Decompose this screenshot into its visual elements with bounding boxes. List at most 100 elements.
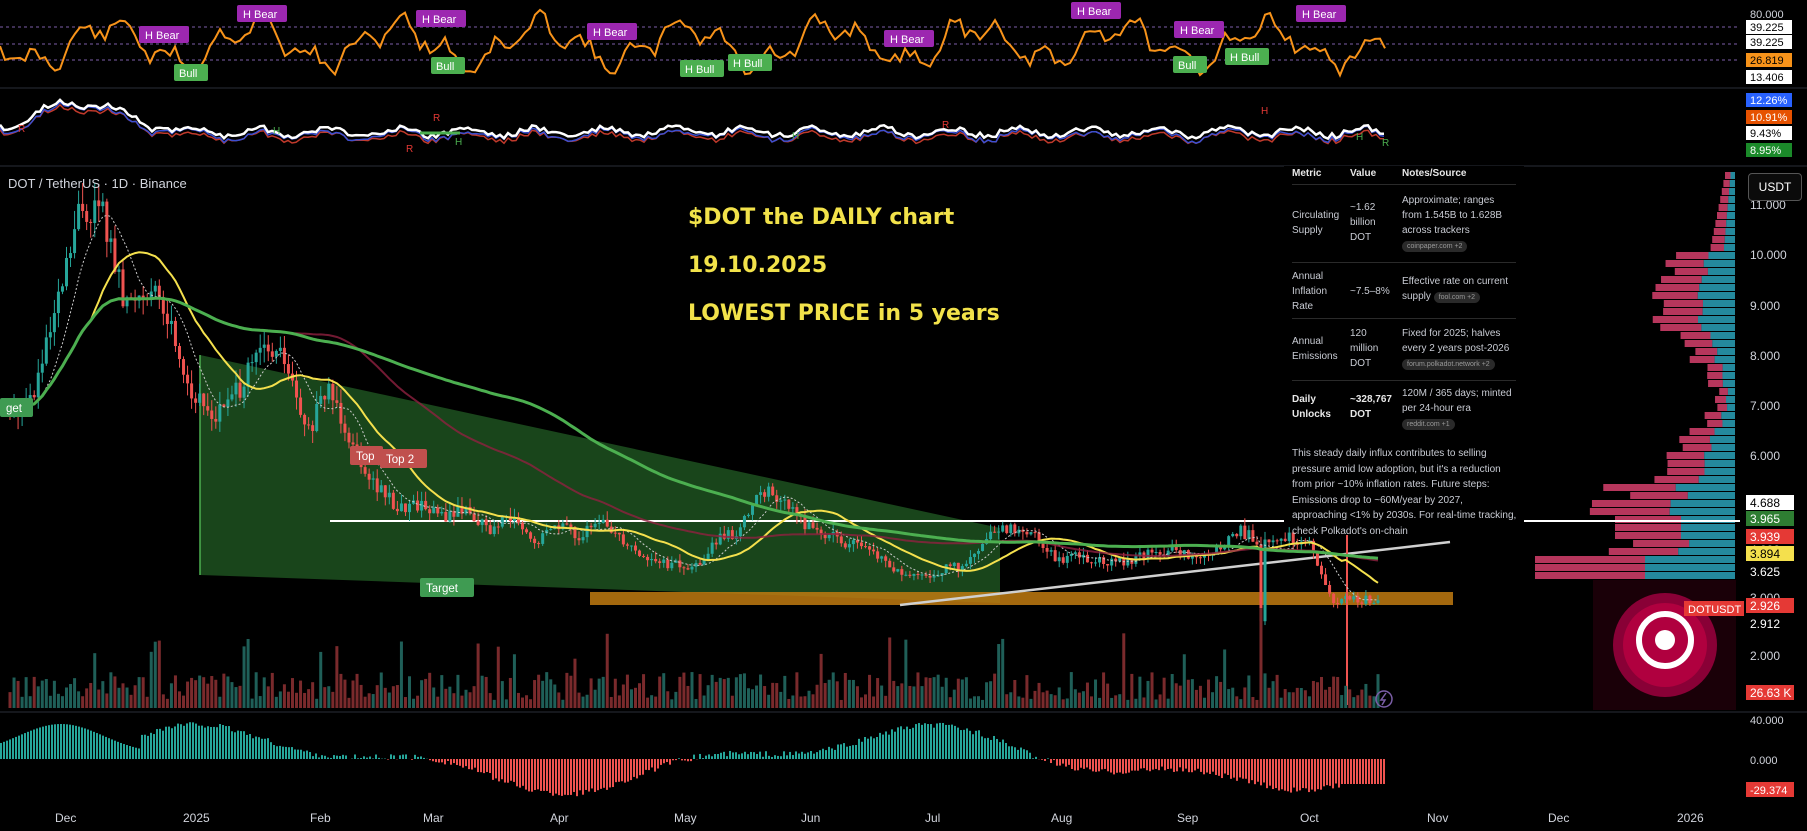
candle-body <box>40 363 44 373</box>
oscillator-bar <box>1170 759 1172 769</box>
volume-bar <box>315 698 319 708</box>
rsi-badge-bear: H Bear <box>587 23 637 40</box>
candle-body <box>759 492 763 495</box>
oscillator-bar <box>480 759 482 773</box>
candle-body <box>52 313 56 333</box>
oscillator-bar <box>336 755 338 759</box>
volume-bar <box>105 693 109 708</box>
vp-bar-buy <box>1681 524 1735 531</box>
volume-bar <box>202 677 206 708</box>
volume-bar <box>561 699 565 708</box>
oscillator-bar <box>231 731 233 759</box>
volume-bar <box>533 680 537 708</box>
oscillator-bar <box>1008 746 1010 759</box>
volume-bar <box>1158 694 1162 708</box>
oscillator-bar <box>177 723 179 759</box>
volume-bar <box>290 678 294 708</box>
oscillator-bar <box>1200 759 1202 772</box>
volume-bar <box>1005 694 1009 708</box>
volume-bar <box>1037 682 1041 708</box>
oscillator-bar <box>519 759 521 788</box>
volume-bar <box>149 651 153 708</box>
oscillator-bar <box>579 759 581 791</box>
rsi-badge-bull: Bull <box>1173 56 1207 73</box>
volume-bar <box>492 699 496 708</box>
volume-bar <box>638 683 642 708</box>
oscillator-bar <box>729 750 731 759</box>
candle-body <box>694 562 698 567</box>
candle-body <box>702 559 706 565</box>
oscillator-bar <box>897 727 899 759</box>
currency-button[interactable]: USDT <box>1748 173 1802 201</box>
oscillator-bar <box>1266 759 1268 789</box>
candle-body <box>1069 553 1073 556</box>
oscillator-bar <box>948 724 950 759</box>
volume-bar <box>452 693 456 708</box>
candle-body <box>391 492 395 509</box>
oscillator-bar <box>858 738 860 759</box>
svg-text:H Bear: H Bear <box>890 34 925 46</box>
svg-text:2.912: 2.912 <box>1750 617 1780 631</box>
vp-bar-sell <box>1535 556 1645 563</box>
vp-bar-sell <box>1689 428 1715 435</box>
oscillator-bar <box>855 744 857 759</box>
volume-bar <box>77 691 81 708</box>
candle-body <box>1324 574 1328 586</box>
candle-body <box>625 544 629 546</box>
oscillator-bar <box>1095 759 1097 772</box>
vp-bar-sell <box>1603 484 1676 491</box>
oscillator-bar <box>570 759 572 795</box>
volume-bar <box>791 695 795 708</box>
rsi-line <box>0 8 1386 78</box>
oscillator-bar <box>654 759 656 772</box>
oscillator-bar <box>642 759 644 775</box>
oscillator-bar <box>243 731 245 759</box>
candle-body <box>1271 540 1275 543</box>
oscillator-bar <box>459 759 461 766</box>
oscillator-bar <box>843 743 845 759</box>
volume-bar <box>121 683 125 708</box>
oscillator-bar <box>564 759 566 795</box>
volume-bar <box>161 694 165 708</box>
oscillator-bar <box>636 759 638 779</box>
oscillator-bar <box>690 759 692 762</box>
candle-body <box>1263 539 1267 622</box>
volume-bar <box>16 680 20 708</box>
svg-text:H Bear: H Bear <box>593 27 628 39</box>
oscillator-bar <box>1221 759 1223 779</box>
candle-body <box>569 524 573 528</box>
volume-bar <box>311 682 315 708</box>
candle-body <box>113 238 117 272</box>
oscillator-bar <box>378 757 380 759</box>
oscillator-bar <box>618 759 620 782</box>
oscillator-bar <box>69 724 71 759</box>
volume-bar <box>690 672 694 708</box>
candle-body <box>1239 525 1243 537</box>
oscillator-bar <box>1230 759 1232 779</box>
oscillator-bar <box>1050 759 1052 764</box>
table-row-4-metric: Daily Unlocks <box>1292 394 1331 420</box>
candle-body <box>585 525 589 538</box>
oscillator-bar <box>1158 759 1160 771</box>
price-axis-tick: 9.000 <box>1750 299 1780 313</box>
oscillator-bar <box>369 756 371 759</box>
volume-bar <box>541 680 545 708</box>
oscillator-bar <box>474 759 476 768</box>
oscillator-bar <box>144 734 146 759</box>
volume-bar <box>109 672 113 708</box>
candle-body <box>839 536 843 544</box>
oscillator-bar <box>516 759 518 787</box>
candle-body <box>1085 554 1089 563</box>
oscillator-bar <box>612 759 614 788</box>
candle-body <box>254 352 258 363</box>
volume-bar <box>621 684 625 708</box>
candle-body <box>375 478 379 493</box>
oscillator-bar <box>1074 759 1076 771</box>
candle-body <box>182 359 186 375</box>
volume-bar <box>1215 676 1219 708</box>
volume-bar <box>1303 690 1307 708</box>
vp-bar-sell <box>1630 492 1688 499</box>
oscillator-bar <box>906 726 908 759</box>
svg-text:3.894: 3.894 <box>1750 547 1780 561</box>
candle-body <box>597 522 601 524</box>
